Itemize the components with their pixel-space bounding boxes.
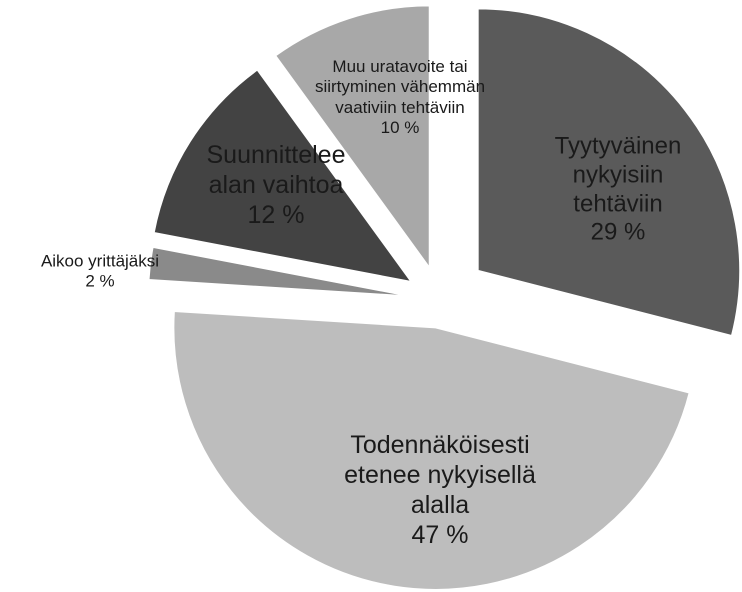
value-label: 29 %	[590, 218, 646, 246]
value-label: 47 %	[411, 521, 469, 549]
value-label: 12 %	[247, 201, 305, 229]
category-label: Tyytyväinen nykyisiin tehtäviin	[554, 132, 682, 217]
pie-slice	[153, 68, 414, 283]
pie-slice	[477, 7, 741, 337]
category-label: Muu uratavoite tai siirtyminen vähemmän …	[314, 57, 486, 117]
value-label: 10 %	[380, 118, 420, 138]
slice-label: Tyytyväinen nykyisiin tehtäviin 29 %	[543, 132, 693, 247]
slice-label: Suunnittelee alan vaihtoa 12 %	[186, 140, 366, 230]
pie-slice	[172, 310, 691, 591]
category-label: Suunnittelee alan vaihtoa	[206, 141, 346, 199]
pie-slice	[274, 4, 431, 270]
slice-label: Todennäköisesti etenee nykyisellä alalla…	[325, 430, 555, 550]
pie-slice	[147, 246, 411, 297]
slice-label: Aikoo yrittäjäksi 2 %	[0, 252, 200, 293]
category-label: Todennäköisesti etenee nykyisellä alalla	[344, 431, 536, 519]
value-label: 2 %	[85, 272, 115, 291]
slice-label: Muu uratavoite tai siirtyminen vähemmän …	[293, 57, 508, 139]
category-label: Aikoo yrittäjäksi	[40, 251, 160, 271]
